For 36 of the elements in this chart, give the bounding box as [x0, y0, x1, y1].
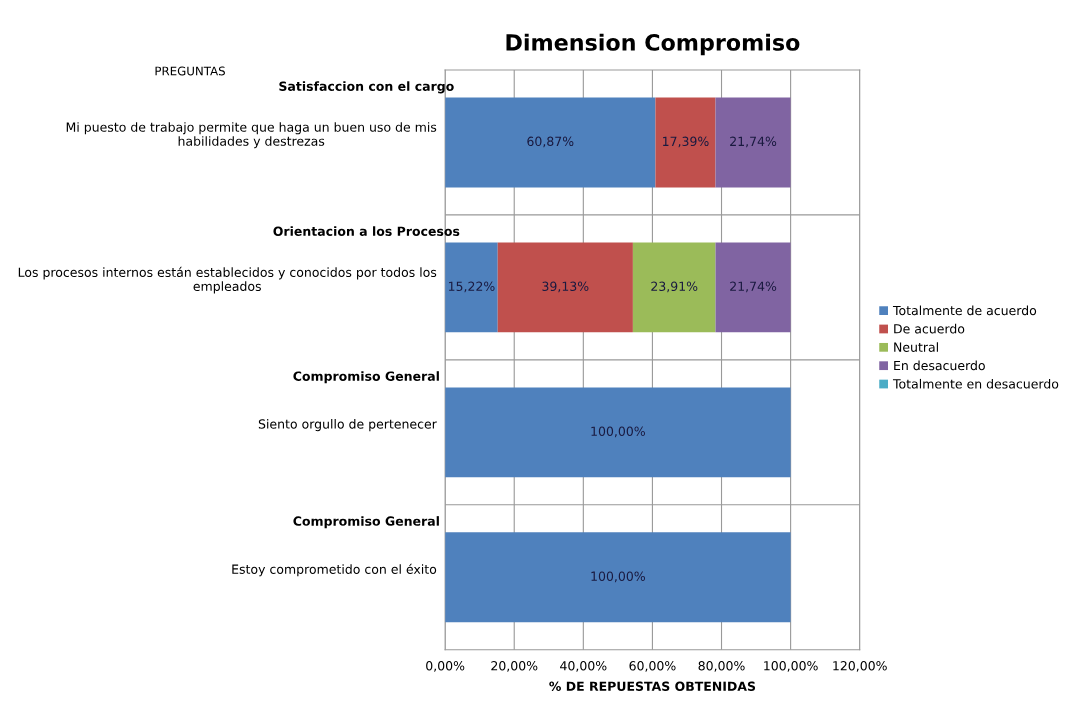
bar: [445, 242, 498, 333]
x-tick-label: 80,00%: [698, 661, 745, 672]
bar: [632, 242, 716, 333]
legend-label: En desacuerdo: [894, 360, 985, 371]
x-tick-label: 40,00%: [560, 661, 607, 672]
data-label: 21,74%: [730, 136, 777, 148]
x-axis-title: % DE REPUESTAS OBTENIDAS: [549, 681, 756, 691]
data-label: 100,00%: [591, 426, 645, 438]
bar: [715, 242, 791, 333]
x-tick-label: 0,00%: [426, 661, 465, 672]
bar: [715, 97, 791, 188]
category-label: Compromiso General Estoy comprometido con el éxito: [232, 516, 439, 577]
x-tick-label: 20,00%: [491, 661, 538, 672]
bar: [497, 242, 633, 333]
category-label: Satisfaccion con el cargo Mi puesto de trabajo permite que haga un buen uso de mis habilidades y destrezas: [66, 81, 454, 149]
category-label: Compromiso General Siento orgullo de pertenecer: [258, 371, 439, 432]
legend-label: De acuerdo: [894, 323, 965, 334]
data-label: 23,91%: [651, 281, 698, 293]
legend-label: Neutral: [894, 342, 938, 352]
legend-label: Totalmente de acuerdo: [892, 305, 1037, 316]
data-label: 17,39%: [663, 136, 709, 148]
legend-label: Totalmente en desacuerdo: [892, 378, 1059, 389]
chart-title: Dimension Compromiso: [506, 33, 800, 56]
x-tick-label: 100,00%: [764, 661, 818, 672]
bar: [445, 97, 656, 188]
data-label: 60,87%: [527, 136, 574, 148]
x-tick-label: 120,00%: [833, 661, 887, 672]
bar: [445, 532, 791, 623]
data-label: 39,13%: [542, 281, 589, 293]
text: PREGUNTAS: [155, 66, 225, 76]
data-label: 21,74%: [730, 281, 777, 293]
bar: [655, 97, 716, 188]
x-tick-label: 60,00%: [629, 661, 676, 672]
data-label: 100,00%: [591, 571, 645, 583]
bar: [445, 387, 791, 478]
data-label: 15,22%: [448, 281, 495, 293]
